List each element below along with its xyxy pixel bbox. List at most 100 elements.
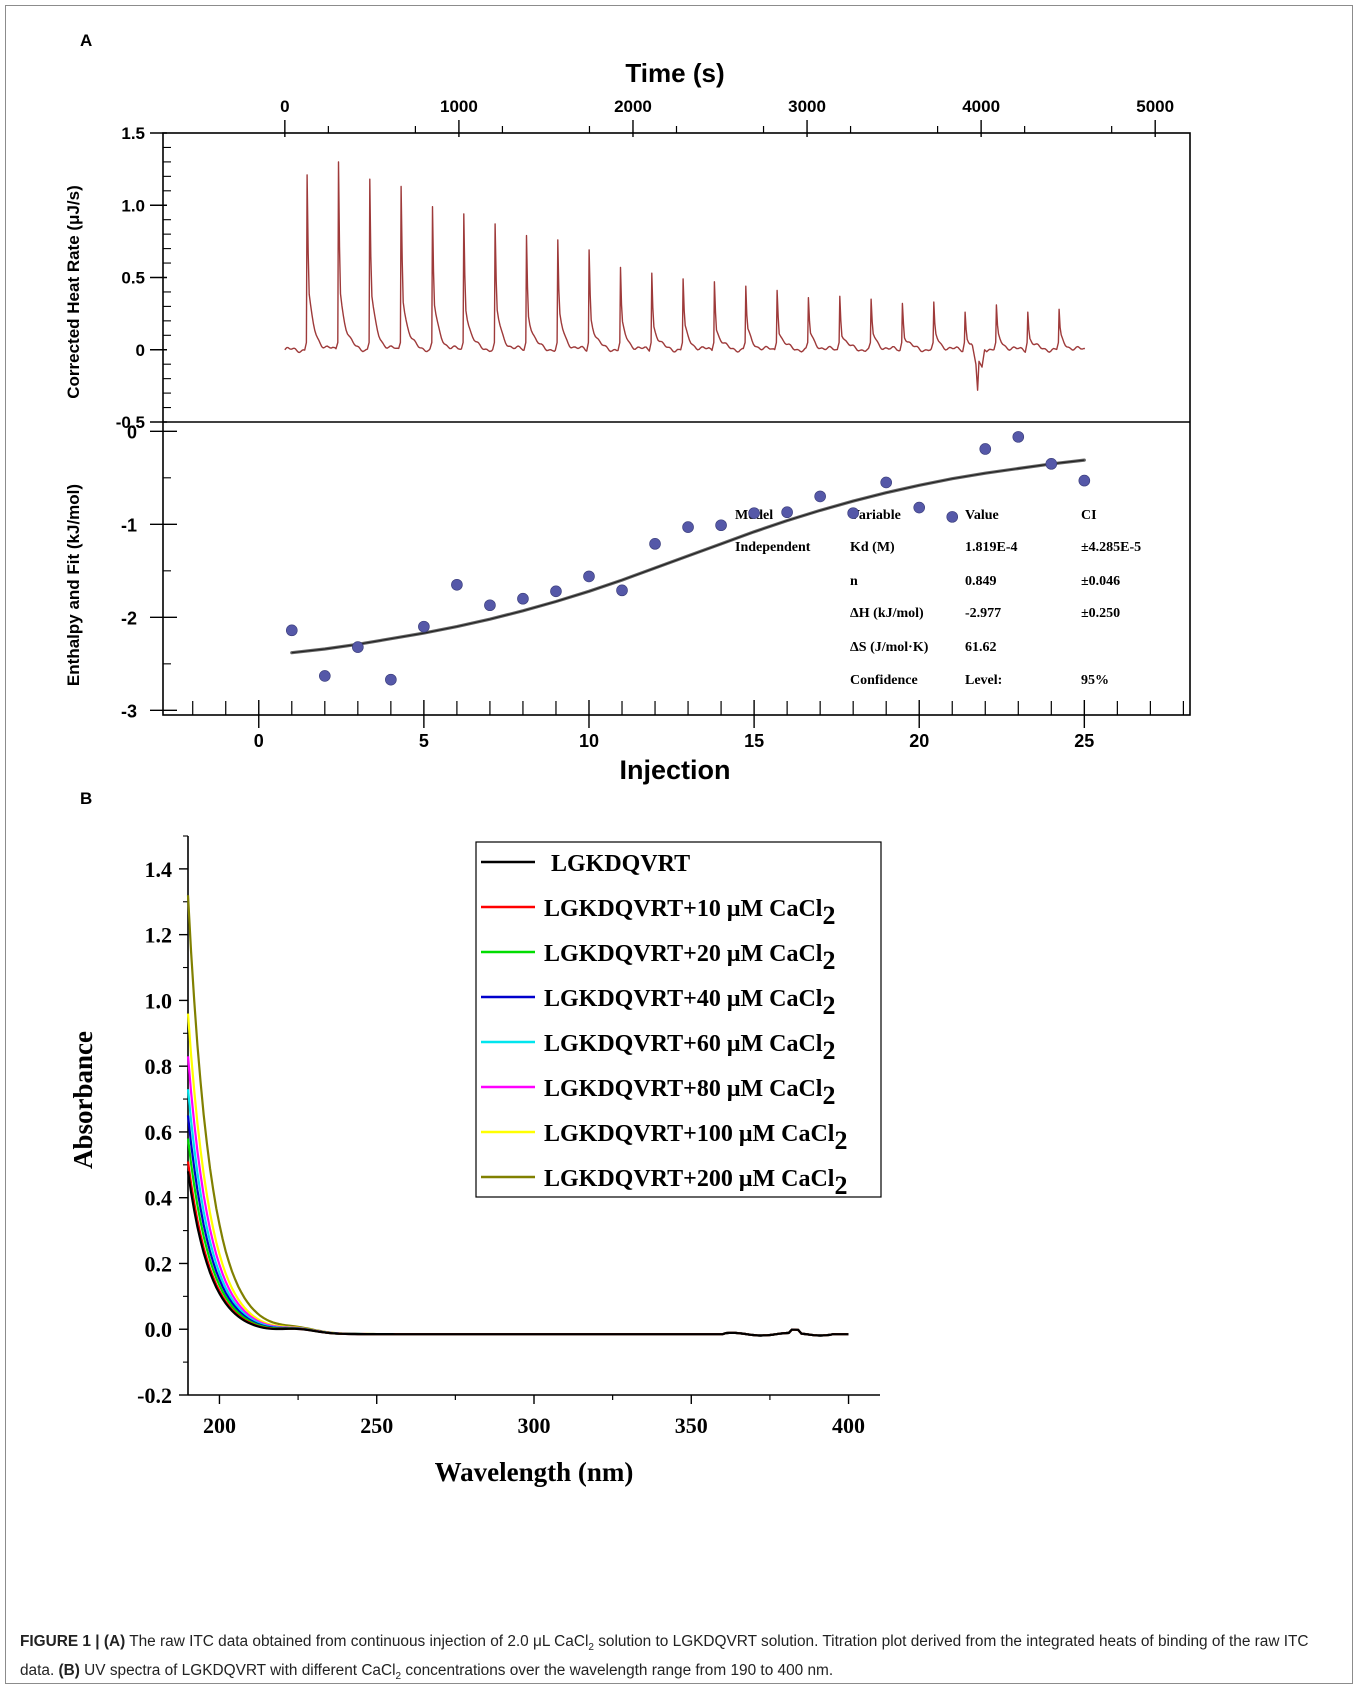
uv-legend-label-main: LGKDQVRT+200 μM CaCl bbox=[544, 1166, 835, 1192]
heat-tick-label: 0 bbox=[136, 341, 145, 360]
fit-table-cell: n bbox=[850, 574, 858, 589]
uv-legend-label-main: LGKDQVRT+20 μM CaCl bbox=[544, 941, 823, 967]
uv-legend-label-main: LGKDQVRT+40 μM CaCl bbox=[544, 986, 823, 1012]
uv-x-tick-label: 200 bbox=[203, 1413, 236, 1438]
fit-table-cell: 0.849 bbox=[965, 574, 997, 589]
enthalpy-point bbox=[583, 570, 595, 583]
enthalpy-point bbox=[1078, 474, 1091, 487]
enthalpy-point bbox=[979, 443, 992, 455]
caption-sub-1: 2 bbox=[588, 1642, 594, 1654]
enthalpy-point bbox=[550, 585, 562, 598]
enthalpy-point bbox=[285, 624, 298, 637]
fit-table-cell: -2.977 bbox=[965, 606, 1001, 621]
figure-charts: Time (s)0 1000 2000 3000 4000 50001.51.00.50-… bbox=[64, 58, 1191, 1487]
fit-table-cell: Independent bbox=[735, 540, 811, 555]
heat-axis-label: Corrected Heat Rate (μJ/s) bbox=[64, 185, 83, 399]
uv-legend-label-sub: 2 bbox=[822, 991, 835, 1020]
uv-y-tick-label: 1.2 bbox=[145, 923, 173, 948]
fit-table-cell: ΔS (J/mol·K) bbox=[850, 640, 929, 655]
uv-legend-label: LGKDQVRT+60 μM CaCl2 bbox=[544, 1031, 835, 1065]
enthalpy-point bbox=[1012, 431, 1025, 443]
fit-table-cell: 95% bbox=[1081, 673, 1109, 688]
uv-x-tick-label: 350 bbox=[675, 1413, 708, 1438]
uv-legend-label-sub: 2 bbox=[822, 946, 835, 975]
enthalpy-point bbox=[913, 501, 926, 514]
uv-legend-label-main: LGKDQVRT+100 μM CaCl bbox=[544, 1121, 835, 1147]
enthalpy-point bbox=[451, 578, 463, 591]
uv-x-tick-label: 300 bbox=[518, 1413, 551, 1438]
uv-legend-label-sub: 2 bbox=[822, 901, 835, 930]
fit-table-cell: Level: bbox=[965, 673, 1002, 688]
uv-legend-label: LGKDQVRT+80 μM CaCl2 bbox=[544, 1076, 835, 1110]
uv-x-axis-title: Wavelength (nm) bbox=[435, 1457, 634, 1487]
uv-legend-label: LGKDQVRT+100 μM CaCl2 bbox=[544, 1121, 847, 1155]
fit-table-cell: Kd (M) bbox=[850, 540, 895, 555]
fit-table-cell: ΔH (kJ/mol) bbox=[850, 606, 924, 621]
fit-table-cell: 61.62 bbox=[965, 640, 997, 655]
uv-legend-label-sub: 2 bbox=[822, 1081, 835, 1110]
time-tick-label: 0 bbox=[280, 97, 289, 116]
uv-y-tick-label: 0.4 bbox=[145, 1186, 173, 1211]
fit-curve-core bbox=[291, 459, 1085, 654]
uv-legend-label: LGKDQVRT+10 μM CaCl2 bbox=[544, 896, 835, 930]
injection-tick-label: 10 bbox=[579, 731, 599, 751]
uv-y-tick-label: 1.0 bbox=[145, 988, 173, 1013]
enthalpy-tick-label: -2 bbox=[121, 608, 137, 628]
enthalpy-point bbox=[517, 592, 529, 605]
panel-label-a: A bbox=[80, 31, 93, 50]
itc-frame bbox=[162, 132, 1191, 716]
uv-legend-label: LGKDQVRT bbox=[551, 851, 690, 877]
uv-legend-label-main: LGKDQVRT+60 μM CaCl bbox=[544, 1031, 823, 1057]
uv-y-tick-label: 0.2 bbox=[145, 1251, 173, 1276]
uv-legend-label: LGKDQVRT+20 μM CaCl2 bbox=[544, 941, 835, 975]
enthalpy-point bbox=[847, 507, 859, 519]
caption-label: FIGURE 1 | bbox=[20, 1633, 104, 1650]
uv-legend-label: LGKDQVRT+200 μM CaCl2 bbox=[544, 1166, 847, 1200]
caption-text-4: concentrations over the wavelength range… bbox=[401, 1662, 834, 1680]
caption-text-3: UV spectra of LGKDQVRT with different Ca… bbox=[79, 1662, 396, 1680]
fit-table-header: Variable bbox=[850, 508, 901, 523]
caption-panel-a: (A) bbox=[103, 1633, 126, 1650]
enthalpy-point bbox=[649, 538, 661, 550]
injection-axis-title: Injection bbox=[619, 755, 730, 785]
enthalpy-point bbox=[385, 673, 397, 686]
enthalpy-point bbox=[352, 641, 364, 653]
uv-y-tick-label: -0.2 bbox=[137, 1383, 172, 1408]
fit-table-cell: ±0.250 bbox=[1081, 606, 1120, 621]
time-tick-label: 2000 bbox=[614, 97, 652, 116]
enthalpy-point bbox=[1045, 458, 1058, 470]
injection-tick-label: 15 bbox=[744, 731, 764, 751]
uv-legend-label-main: LGKDQVRT+10 μM CaCl bbox=[544, 896, 823, 922]
uv-legend-label-sub: 2 bbox=[822, 1036, 835, 1065]
figure-caption: FIGURE 1 | (A) The raw ITC data obtained… bbox=[20, 1630, 1338, 1688]
fit-table-header: Value bbox=[965, 508, 999, 523]
uv-x-tick-label: 250 bbox=[360, 1413, 393, 1438]
enthalpy-point bbox=[880, 476, 892, 489]
enthalpy-axis-label: Enthalpy and Fit (kJ/mol) bbox=[64, 484, 83, 686]
enthalpy-point bbox=[484, 599, 496, 612]
enthalpy-point bbox=[946, 511, 959, 523]
uv-x-tick-label: 400 bbox=[832, 1413, 865, 1438]
uv-series-line bbox=[186, 1171, 849, 1337]
time-tick-label: 5000 bbox=[1136, 97, 1174, 116]
enthalpy-point bbox=[682, 521, 694, 533]
time-tick-label: 3000 bbox=[788, 97, 826, 116]
uv-y-tick-label: 0.6 bbox=[145, 1120, 173, 1145]
caption-text-1: The raw ITC data obtained from continuou… bbox=[125, 1633, 589, 1650]
caption-sub-2: 2 bbox=[395, 1671, 402, 1683]
heat-tick-label: 1.5 bbox=[121, 124, 145, 143]
injection-tick-label: 5 bbox=[419, 731, 429, 751]
enthalpy-point bbox=[418, 620, 430, 633]
enthalpy-tick-label: -1 bbox=[121, 515, 137, 535]
enthalpy-tick-label: 0 bbox=[127, 422, 137, 442]
fit-table-cell: Confidence bbox=[850, 673, 918, 688]
thermogram-line bbox=[284, 161, 1085, 391]
uv-y-axis-title: Absorbance bbox=[68, 1031, 98, 1169]
uv-y-tick-label: 0.0 bbox=[145, 1317, 173, 1342]
caption-panel-b: (B) bbox=[58, 1662, 80, 1680]
uv-legend-label-main: LGKDQVRT+80 μM CaCl bbox=[544, 1076, 823, 1102]
fit-table-cell: ±4.285E-5 bbox=[1081, 540, 1141, 555]
heat-tick-label: 1.0 bbox=[121, 196, 145, 215]
panel-label-b: B bbox=[80, 789, 93, 808]
time-tick-label: 1000 bbox=[440, 97, 478, 116]
